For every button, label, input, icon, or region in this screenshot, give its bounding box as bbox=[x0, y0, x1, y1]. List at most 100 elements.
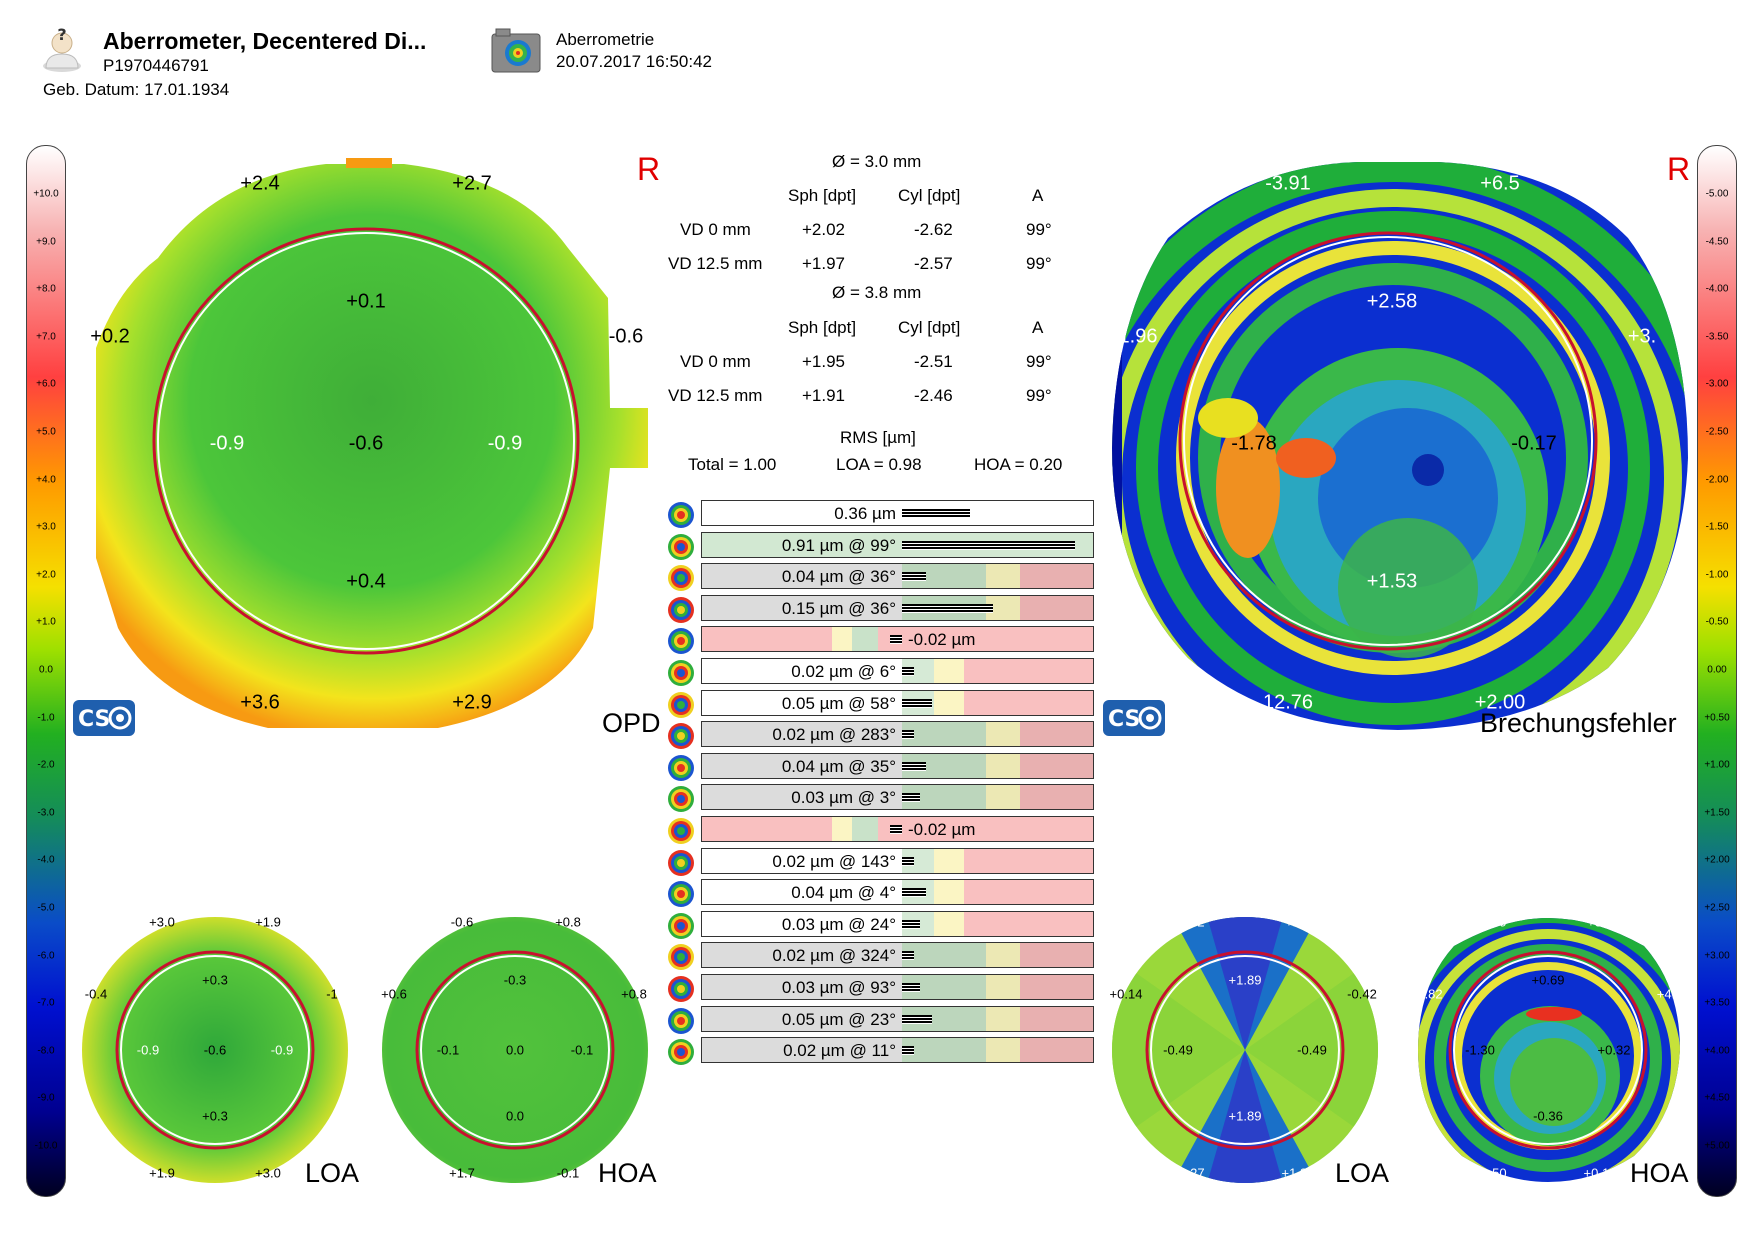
zernike-row[interactable]: 0.05 µm @ 23° bbox=[668, 1005, 1096, 1034]
zernike-row[interactable]: 0.04 µm @ 4° bbox=[668, 879, 1096, 908]
hoa-map-right[interactable]: 4.09 +3.6 1.82 +4. +0.69 -1.30 +0.32 -0.… bbox=[1414, 914, 1682, 1184]
zernike-row[interactable]: 0.05 µm @ 58° bbox=[668, 689, 1096, 718]
opd-value: -0.6 bbox=[608, 325, 644, 348]
scale-tick-label: -2.50 bbox=[1705, 426, 1729, 438]
zernike-bar: 0.04 µm @ 4° bbox=[701, 879, 1094, 906]
scale-tick-label: +3.0 bbox=[36, 521, 56, 533]
zernike-row[interactable]: 0.03 µm @ 3° bbox=[668, 784, 1096, 813]
scale-tick-label: +2.0 bbox=[36, 569, 56, 581]
loa-map-right[interactable]: 1.82 +1.2 +0.14 -0.42 +1.89 -0.49 -0.49 … bbox=[1110, 914, 1378, 1184]
loa-right-value: -0.49 bbox=[1297, 1042, 1327, 1058]
hoa-left-value: -0.3 bbox=[503, 972, 527, 988]
hoa-right-value: 4.09 bbox=[1481, 914, 1507, 930]
exam-datetime: 20.07.2017 16:50:42 bbox=[556, 52, 712, 71]
refraction-value: -0.17 bbox=[1511, 432, 1557, 455]
scale-tick-label: +2.50 bbox=[1704, 902, 1730, 914]
hoa-right-caption: HOA bbox=[1630, 1158, 1689, 1188]
zernike-bar: 0.36 µm bbox=[701, 500, 1094, 526]
zernike-tolerance-band bbox=[986, 1038, 1020, 1063]
zernike-value: 0.36 µm bbox=[834, 504, 896, 523]
zernike-tolerance-band bbox=[1020, 1038, 1093, 1063]
zernike-row[interactable]: 0.02 µm @ 324° bbox=[668, 942, 1096, 971]
scale-tick-label: -4.50 bbox=[1705, 236, 1729, 248]
zernike-value: 0.03 µm @ 3° bbox=[791, 788, 896, 808]
zernike-magnitude-bar bbox=[889, 635, 902, 645]
hoa-right-value: +0.32 bbox=[1597, 1042, 1631, 1058]
scale-tick-label: -2.0 bbox=[37, 759, 55, 771]
hoa-left-value: +0.6 bbox=[381, 986, 407, 1002]
scale-tick-label: -1.0 bbox=[37, 712, 55, 724]
scale-tick-label: +8.0 bbox=[36, 283, 56, 295]
refraction-value: -3.91 bbox=[1265, 172, 1311, 195]
refraction-value: +1.53 bbox=[1366, 570, 1418, 593]
zernike-tolerance-band bbox=[902, 943, 986, 968]
hoa-left-value: +0.8 bbox=[621, 986, 647, 1002]
patient-name: Aberrometer, Decentered Di... bbox=[103, 28, 427, 54]
zone1-header-cyl: Cyl [dpt] bbox=[898, 186, 961, 205]
zernike-value: 0.05 µm @ 23° bbox=[781, 1009, 896, 1029]
zernike-row[interactable]: 0.02 µm @ 6° bbox=[668, 658, 1096, 686]
scale-tick-label: -2.00 bbox=[1705, 474, 1729, 486]
zernike-tolerance-band bbox=[934, 911, 964, 936]
refraction-map[interactable]: -3.91 +6.5 1.96 +3. +2.58 -1.78 -0.17 +1… bbox=[1108, 158, 1688, 733]
opd-value: +0.1 bbox=[346, 290, 386, 313]
refraction-value: +6.5 bbox=[1480, 172, 1520, 195]
zernike-magnitude-bar bbox=[902, 572, 927, 582]
zone1-row-sph: +2.02 bbox=[802, 220, 846, 239]
zernike-tolerance-band bbox=[934, 690, 964, 715]
loa-right-value: -0.49 bbox=[1163, 1042, 1193, 1058]
scale-tick-label: +5.00 bbox=[1704, 1140, 1730, 1152]
zernike-row[interactable]: 0.15 µm @ 36° bbox=[668, 594, 1096, 623]
opd-map[interactable]: +2.4 +2.7 +0.2 -0.6 +0.1 -0.9 -0.6 -0.9 … bbox=[88, 158, 650, 733]
svg-text:?: ? bbox=[57, 26, 66, 44]
loa-left-caption: LOA bbox=[305, 1158, 360, 1188]
scale-tick-label: +7.0 bbox=[36, 331, 56, 343]
zernike-row[interactable]: -0.02 µm bbox=[668, 626, 1096, 655]
zernike-row[interactable]: 0.04 µm @ 36° bbox=[668, 563, 1096, 592]
loa-left-value: +0.3 bbox=[202, 972, 228, 988]
loa-right-caption: LOA bbox=[1335, 1158, 1390, 1188]
zernike-tolerance-band bbox=[964, 690, 1093, 715]
scale-tick-label: -4.00 bbox=[1705, 283, 1729, 295]
zernike-row[interactable]: 0.91 µm @ 99° bbox=[668, 531, 1096, 560]
zernike-bar: 0.02 µm @ 6° bbox=[701, 658, 1094, 684]
zernike-row[interactable]: -0.02 µm bbox=[668, 816, 1096, 844]
zernike-magnitude-bar bbox=[902, 856, 915, 866]
zernike-magnitude-bar bbox=[902, 540, 1075, 550]
scale-tick-label: -3.00 bbox=[1705, 378, 1729, 390]
opd-color-scale: +10.0 +9.0 +8.0 +7.0 +6.0 +5.0 +4.0 +3.0 +2.0 +1.… bbox=[26, 145, 66, 1197]
scale-tick-label: -7.0 bbox=[37, 997, 55, 1009]
scale-tick-label: +1.0 bbox=[36, 616, 56, 628]
zone2-header-axis: A bbox=[1032, 318, 1044, 337]
loa-right-value: -0.42 bbox=[1347, 986, 1377, 1002]
zernike-row[interactable]: 0.04 µm @ 35° bbox=[668, 752, 1096, 781]
zernike-value: 0.02 µm @ 324° bbox=[772, 946, 896, 966]
scale-tick-label: +0.50 bbox=[1704, 712, 1730, 724]
zone1-row-sph: +1.97 bbox=[802, 254, 846, 273]
loa-right-value: +1.82 bbox=[1281, 1165, 1315, 1181]
zernike-mode-icon bbox=[668, 818, 694, 844]
hoa-map-left[interactable]: -0.6 +0.8 +0.6 +0.8 -0.3 -0.1 0.0 -0.1 0… bbox=[381, 915, 648, 1184]
zernike-tolerance-band bbox=[986, 753, 1020, 778]
zernike-row[interactable]: 0.36 µm bbox=[668, 500, 1096, 528]
zone2-row-cyl: -2.51 bbox=[914, 352, 953, 371]
zernike-row[interactable]: 0.03 µm @ 93° bbox=[668, 974, 1096, 1002]
scale-tick-label: +2.00 bbox=[1704, 854, 1730, 866]
zernike-row[interactable]: 0.03 µm @ 24° bbox=[668, 910, 1096, 939]
zernike-row[interactable]: 0.02 µm @ 143° bbox=[668, 847, 1096, 876]
zernike-mode-icon bbox=[668, 1039, 694, 1066]
scale-tick-label: -9.0 bbox=[37, 1092, 55, 1104]
zernike-row[interactable]: 0.02 µm @ 11° bbox=[668, 1037, 1096, 1066]
zernike-tolerance-band bbox=[986, 564, 1020, 589]
rms-total: Total = 1.00 bbox=[688, 455, 777, 474]
zone1-row-label: VD 12.5 mm bbox=[668, 254, 763, 273]
zernike-value: -0.02 µm bbox=[908, 820, 976, 839]
zernike-bar: -0.02 µm bbox=[701, 816, 1094, 842]
zernike-bar: 0.15 µm @ 36° bbox=[701, 594, 1094, 621]
zernike-tolerance-band bbox=[1020, 975, 1093, 999]
loa-map-left[interactable]: +3.0 +1.9 -0.4 -1 +0.3 -0.9 -0.6 -0.9 +0… bbox=[82, 915, 348, 1184]
patient-id: P1970446791 bbox=[103, 56, 209, 75]
loa-right-value: 1.82 bbox=[1179, 914, 1205, 930]
zernike-row[interactable]: 0.02 µm @ 283° bbox=[668, 721, 1096, 750]
zernike-magnitude-bar bbox=[902, 761, 927, 771]
